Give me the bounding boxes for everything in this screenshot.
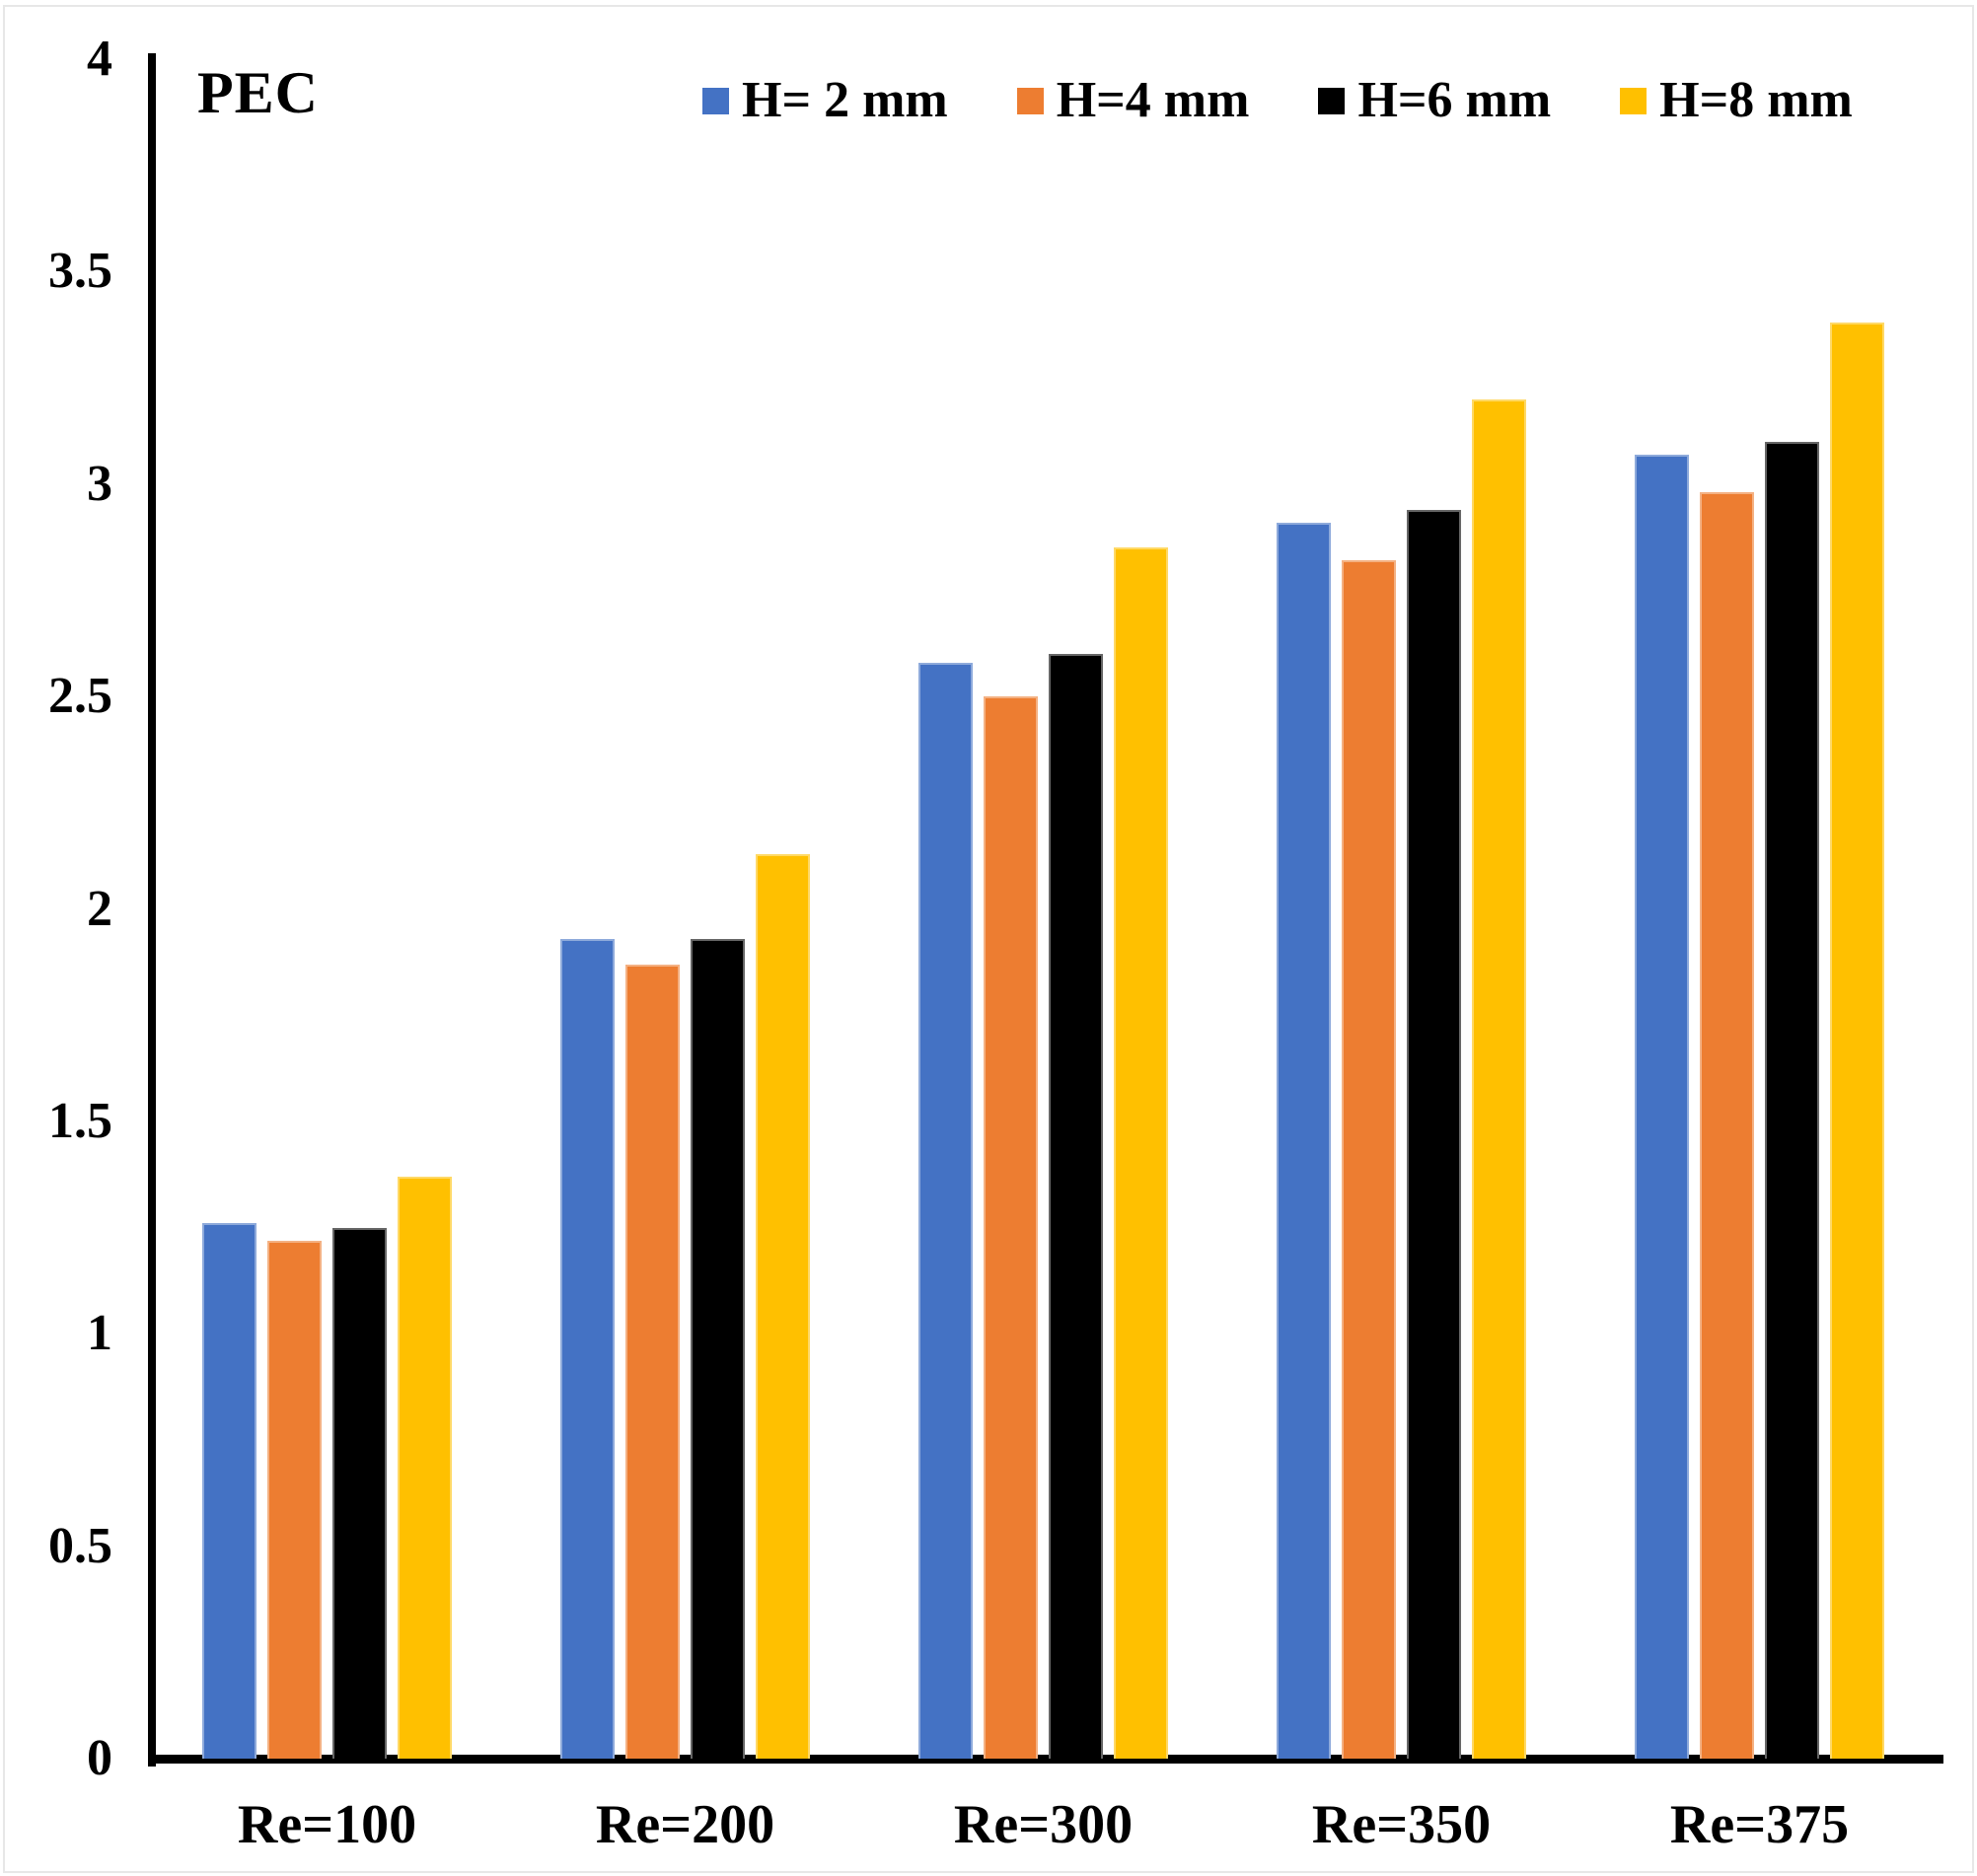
bar (560, 938, 615, 1759)
x-tick-label: Re=100 (237, 1794, 417, 1855)
x-tick-label: Re=200 (595, 1794, 775, 1855)
bar (1049, 654, 1103, 1759)
y-tick-label: 0.5 (48, 1517, 112, 1574)
bar (1635, 454, 1689, 1759)
bar (202, 1223, 256, 1759)
y-tick-label: 1.5 (48, 1092, 112, 1149)
y-axis: 0 0.5 1 1.5 2 2.5 3 3.5 4 (0, 0, 112, 1876)
bar (918, 662, 973, 1759)
y-axis-line (148, 53, 156, 1767)
bar (1765, 441, 1819, 1759)
legend-label: H= 2 mm (742, 72, 948, 128)
x-tick-label: Re=300 (953, 1794, 1134, 1855)
legend-label: H=8 mm (1659, 72, 1853, 128)
bar (1830, 323, 1884, 1759)
bar-group (506, 59, 864, 1759)
legend-swatch-icon (1620, 87, 1648, 114)
legend-item: H=6 mm (1318, 75, 1551, 126)
y-tick-label: 3 (87, 455, 112, 512)
legend-item: H=4 mm (1016, 72, 1250, 128)
y-tick-label: 4 (87, 31, 112, 87)
x-tick-label: Re=350 (1311, 1794, 1492, 1855)
legend-swatch-icon (702, 87, 729, 114)
legend-label: H=4 mm (1056, 72, 1250, 128)
bar (756, 853, 810, 1759)
x-tick-label: Re=375 (1669, 1794, 1850, 1855)
plot-area (148, 59, 1939, 1759)
y-tick-label: 2.5 (48, 668, 112, 725)
bar (1277, 522, 1331, 1759)
legend: H= 2 mm H=4 mm H=6 mm H=8 mm (702, 75, 1853, 126)
bar (1472, 398, 1526, 1759)
bar-group (864, 59, 1222, 1759)
bar-group (1222, 59, 1580, 1759)
bar (691, 938, 745, 1759)
bar (267, 1240, 322, 1759)
x-axis: Re=100 Re=200 Re=300 Re=350 Re=375 (148, 1794, 1939, 1869)
bar-group (1580, 59, 1939, 1759)
bar (1114, 547, 1168, 1759)
bar (1407, 509, 1461, 1759)
bar (625, 964, 680, 1759)
chart-title: PEC (197, 60, 319, 125)
x-axis-line (148, 1755, 1943, 1764)
bar (398, 1176, 452, 1759)
bar (1700, 492, 1754, 1759)
legend-swatch-icon (1318, 87, 1346, 114)
legend-swatch-icon (1016, 87, 1044, 114)
y-tick-label: 3.5 (48, 243, 112, 300)
legend-label: H=6 mm (1357, 72, 1552, 128)
y-tick-label: 2 (87, 880, 112, 937)
legend-item: H= 2 mm (702, 75, 948, 126)
y-tick-label: 1 (87, 1305, 112, 1362)
bar (1342, 560, 1396, 1759)
y-tick-label: 0 (87, 1730, 112, 1786)
legend-item: H=8 mm (1620, 75, 1853, 126)
bar (332, 1227, 387, 1759)
bar (984, 696, 1038, 1759)
bar-group (148, 59, 506, 1759)
